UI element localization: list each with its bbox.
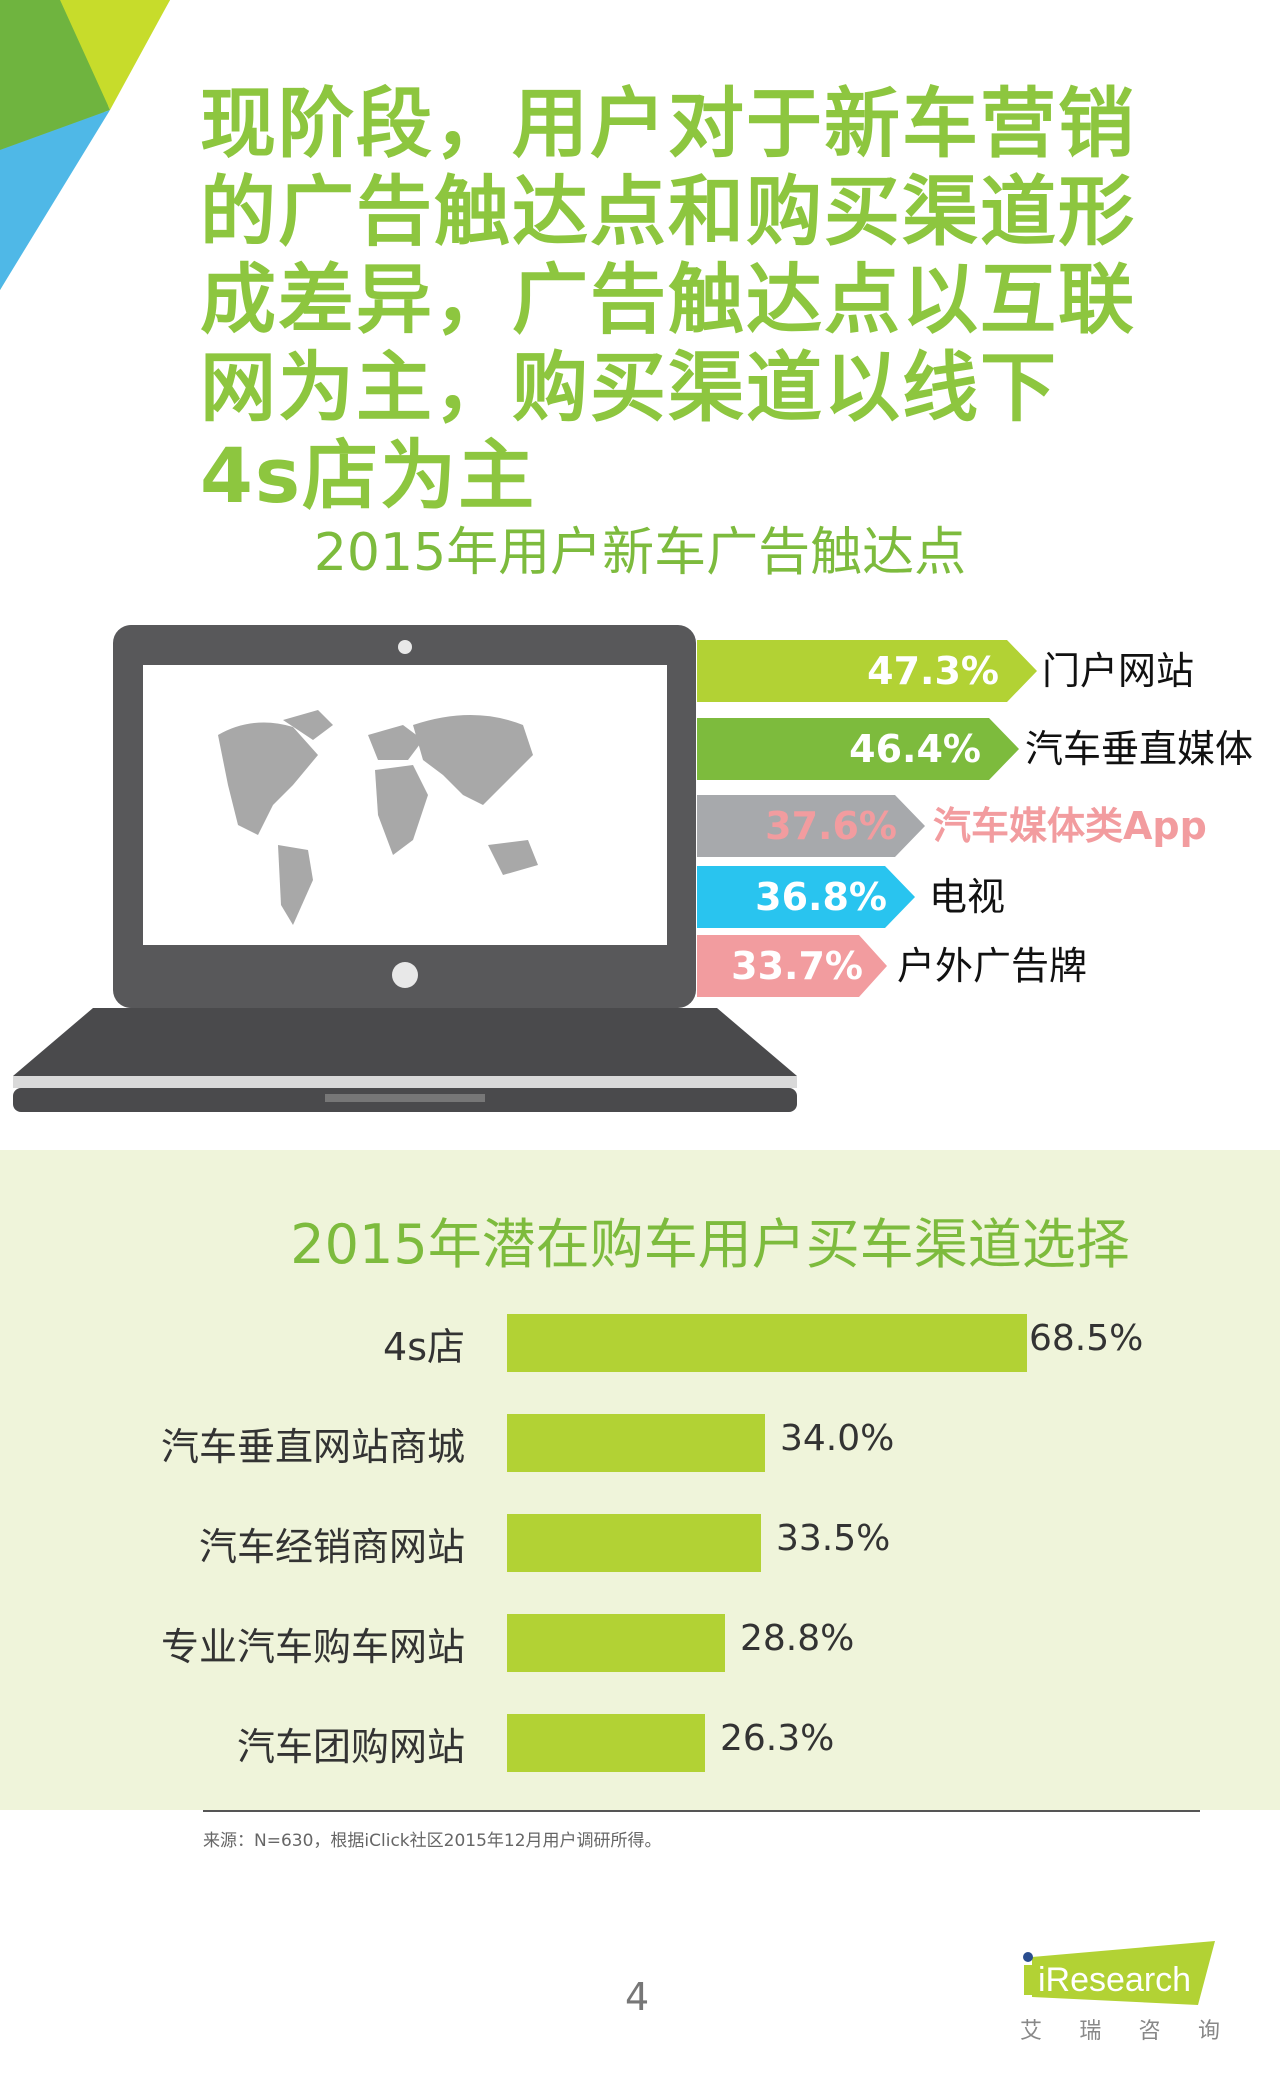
channel-value: 68.5% <box>1029 1318 1144 1359</box>
logo-cn: 艾 瑞 咨 询 <box>1020 2019 1220 2044</box>
source-note: 来源：N=630，根据iClick社区2015年12月用户调研所得。 <box>203 1831 662 1851</box>
page-number: 4 <box>625 1975 650 2019</box>
touchpoint-value: 46.4% <box>849 727 981 771</box>
channel-label: 专业汽车购车网站 <box>160 1625 465 1669</box>
touchpoint-value: 37.6% <box>765 804 897 848</box>
channel-label: 汽车垂直网站商城 <box>160 1425 465 1469</box>
channel-bar <box>507 1714 705 1772</box>
iresearch-logo: iResearch 艾 瑞 咨 询 <box>1020 1935 1220 2055</box>
logo-text: iResearch <box>1038 1961 1191 1999</box>
channel-value: 28.8% <box>740 1618 855 1659</box>
channel-section <box>0 1150 1280 1810</box>
touchpoint-row: 37.6% 汽车媒体类App <box>697 795 1207 857</box>
touchpoint-label: 电视 <box>929 875 1006 919</box>
channel-bar <box>507 1314 1027 1372</box>
headline: 现阶段，用户对于新车营销的广告触达点和购买渠道形成差异，广告触达点以互联网为主，… <box>200 79 1136 520</box>
touchpoint-label: 户外广告牌 <box>897 944 1088 988</box>
touchpoint-row: 46.4% 汽车垂直媒体 <box>697 718 1253 780</box>
channel-value: 33.5% <box>776 1518 891 1559</box>
chart2-title: 2015年潜在购车用户买车渠道选择 <box>290 1213 1130 1276</box>
touchpoint-row: 47.3% 门户网站 <box>697 640 1194 702</box>
channel-bar <box>507 1414 765 1472</box>
camera-icon <box>398 640 412 654</box>
touchpoint-row: 33.7% 户外广告牌 <box>697 935 1087 997</box>
touchpoint-value: 36.8% <box>755 875 887 919</box>
divider <box>203 1810 1200 1812</box>
touchpoint-label: 门户网站 <box>1042 649 1195 693</box>
channel-bar <box>507 1514 761 1572</box>
corner-decoration <box>0 0 170 290</box>
channel-label: 汽车经销商网站 <box>198 1525 465 1569</box>
channel-value: 26.3% <box>720 1718 835 1759</box>
touchpoint-row: 36.8% 电视 <box>697 866 1005 928</box>
touchpoint-label: 汽车媒体类App <box>933 804 1207 848</box>
home-button-icon <box>392 962 418 988</box>
laptop-base <box>13 1008 797 1112</box>
channel-label: 汽车团购网站 <box>236 1725 465 1769</box>
channel-label: 4s店 <box>383 1325 465 1369</box>
touchpoint-value: 33.7% <box>731 944 863 988</box>
touchpoint-value: 47.3% <box>867 649 999 693</box>
touchpoint-label: 汽车垂直媒体 <box>1025 727 1254 771</box>
world-map-icon <box>218 710 538 925</box>
chart1-title: 2015年用户新车广告触达点 <box>313 523 967 583</box>
channel-bar <box>507 1614 725 1672</box>
channel-value: 34.0% <box>780 1418 895 1459</box>
laptop-screen <box>143 665 667 945</box>
